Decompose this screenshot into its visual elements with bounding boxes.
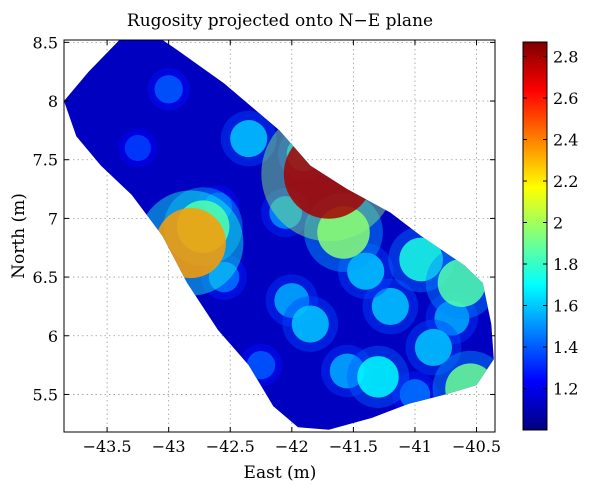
colorbar-tick-label: 1.8 [553,255,578,274]
rugosity-blob [291,305,329,343]
colorbar-tick-label: 1.2 [553,380,578,399]
rugosity-blob [246,350,276,380]
colorbar-tick-label: 1.4 [553,338,578,357]
colorbar-tick-label: 2 [553,214,563,233]
heatmap-region [64,40,494,430]
colorbar-tick-label: 2.4 [553,131,578,150]
x-tick-label: −42.5 [206,437,255,456]
y-tick-label: 6.5 [33,268,58,287]
rugosity-region [64,40,494,430]
rugosity-blob [329,353,365,389]
colorbar-tick-label: 2.8 [553,48,578,67]
x-tick-label: −43.5 [83,437,132,456]
rugosity-blob [399,237,443,282]
rugosity-blob [269,196,303,229]
x-tick-label: −40.5 [452,437,501,456]
y-axis-label: North (m) [9,193,29,279]
x-tick-label: −42 [275,437,309,456]
chart-title: Rugosity projected onto N−E plane [127,11,433,31]
y-tick-label: 8 [48,92,58,111]
y-tick-label: 6 [48,327,58,346]
rugosity-blob [414,328,452,367]
x-tick-label: −41.5 [329,437,378,456]
rugosity-blob [434,300,470,336]
colorbar-ticks: 1.2 1.4 1.6 1.8 2 2.2 2.4 2.6 2.8 [523,48,578,399]
y-axis-ticks: 5.5 6 6.5 7 7.5 8 8.5 [33,33,495,404]
y-tick-label: 7.5 [33,151,58,170]
y-tick-label: 7 [48,209,58,228]
y-tick-label: 8.5 [33,33,58,52]
x-tick-label: −43 [152,437,186,456]
rugosity-blob [124,134,151,162]
colorbar [522,41,548,431]
rugosity-blob [347,252,385,290]
rugosity-blob [371,287,409,325]
rugosity-blob [230,120,268,158]
rugosity-blob [317,206,370,259]
y-tick-label: 5.5 [33,385,58,404]
x-tick-label: −41 [398,437,432,456]
rugosity-blob [357,356,399,398]
colorbar-tick-label: 2.6 [553,89,578,108]
rugosity-blob [154,75,183,104]
colorbar-tick-label: 2.2 [553,172,578,191]
colorbar-tick-label: 1.6 [553,297,578,316]
x-axis-label: East (m) [244,463,317,483]
plot-frame [63,39,496,433]
rugosity-blob [208,261,240,293]
x-axis-ticks: −43.5 −43 −42.5 −42 −41.5 −41 −40.5 [83,40,501,456]
